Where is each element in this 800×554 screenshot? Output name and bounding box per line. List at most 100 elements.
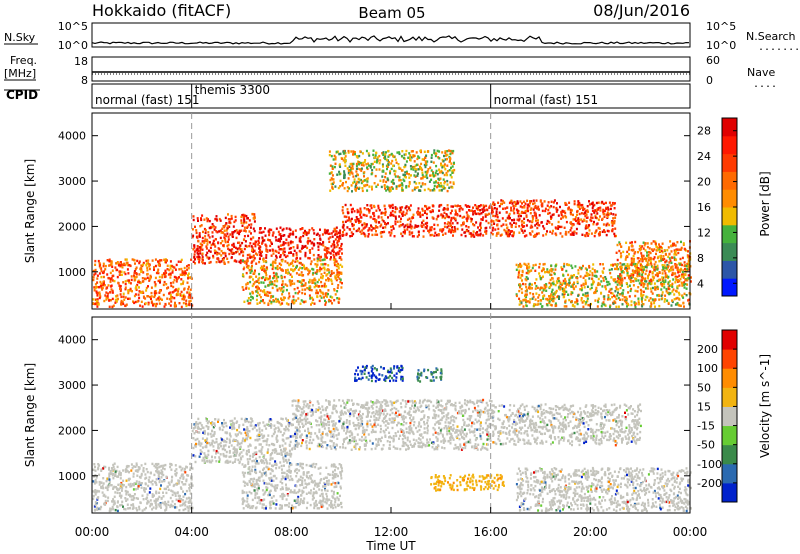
power-cell [645,266,648,269]
power-cell [446,173,449,177]
power-cell [271,267,274,271]
power-cell [511,202,514,205]
power-cell [344,159,347,163]
power-cell [684,273,687,277]
power-cell [201,259,204,262]
y-tick-label: 1000 [58,266,86,279]
power-cell [205,217,208,220]
power-cell [671,300,674,304]
power-cell [338,247,341,250]
power-cell [421,177,424,180]
power-cell [279,266,281,270]
power-cell [266,290,269,294]
power-cell [541,202,544,205]
power-cell [318,256,321,259]
power-cell [517,265,520,269]
power-cell [323,296,325,299]
power-cell [443,222,446,225]
power-cell [147,259,150,262]
power-cell [360,181,363,185]
power-cell [98,296,101,300]
power-cell [481,218,484,221]
power-cell [659,257,662,260]
power-cell [453,161,455,165]
power-cell [580,284,583,287]
power-cell [543,200,546,203]
power-cell [304,288,307,291]
power-cell [279,226,282,229]
power-cell [361,180,364,183]
power-cell [216,231,219,234]
velocity-cell [110,472,113,475]
power-cell [579,275,582,278]
power-cell [336,241,339,244]
power-cell [98,265,101,268]
velocity-cell [181,467,184,470]
power-cell [681,284,684,287]
velocity-cell [143,490,146,493]
power-cell [650,242,653,245]
power-cell [153,292,156,295]
power-cell [549,273,552,276]
power-cell [664,272,667,275]
power-cell [293,268,296,271]
power-cell [619,298,621,301]
power-cell [477,212,480,215]
power-cell [416,174,419,177]
power-cell [266,267,269,270]
power-cell [551,232,554,235]
power-cell [550,284,553,287]
power-cell [243,266,246,269]
power-cell [409,204,412,207]
velocity-cell [109,507,112,510]
power-cell [628,267,631,270]
power-cell [553,297,556,300]
power-cell [394,215,397,218]
power-cell [597,218,600,221]
power-cell [311,273,314,276]
power-cell [277,245,280,248]
power-cell [647,259,650,262]
power-cell [531,217,534,221]
power-cell [668,270,670,273]
power-cell [485,204,488,208]
power-cell [563,262,566,266]
power-cell [329,189,332,192]
power-cell [254,242,257,246]
power-cell [661,284,664,288]
power-cell [573,274,575,277]
power-cell [355,155,358,158]
power-cell [250,232,252,235]
power-cell [391,206,394,210]
power-cell [528,282,531,286]
power-cell [450,216,453,220]
power-cell [304,284,307,287]
power-cell [497,231,500,234]
power-cell [513,231,515,234]
power-cell [289,228,292,232]
power-cell [279,240,282,243]
velocity-cell [150,502,153,506]
power-cell [398,151,401,154]
power-cell [539,200,542,203]
power-cell [521,269,524,273]
velocity-cell [108,478,111,481]
power-cell [584,227,587,230]
velocity-cell [155,491,158,495]
power-cell [461,208,464,211]
power-cell [108,305,111,308]
power-cell [450,166,452,169]
power-cell [522,298,525,302]
power-cell [551,268,554,271]
velocity-cell [185,497,188,500]
power-cell [600,291,603,295]
power-cell [561,290,564,293]
power-cell [295,251,298,255]
power-cell [488,212,490,216]
nsearch-dots: ....... [758,42,800,53]
power-cell [593,203,596,207]
velocity-cell [123,507,126,511]
power-cell [380,223,383,226]
